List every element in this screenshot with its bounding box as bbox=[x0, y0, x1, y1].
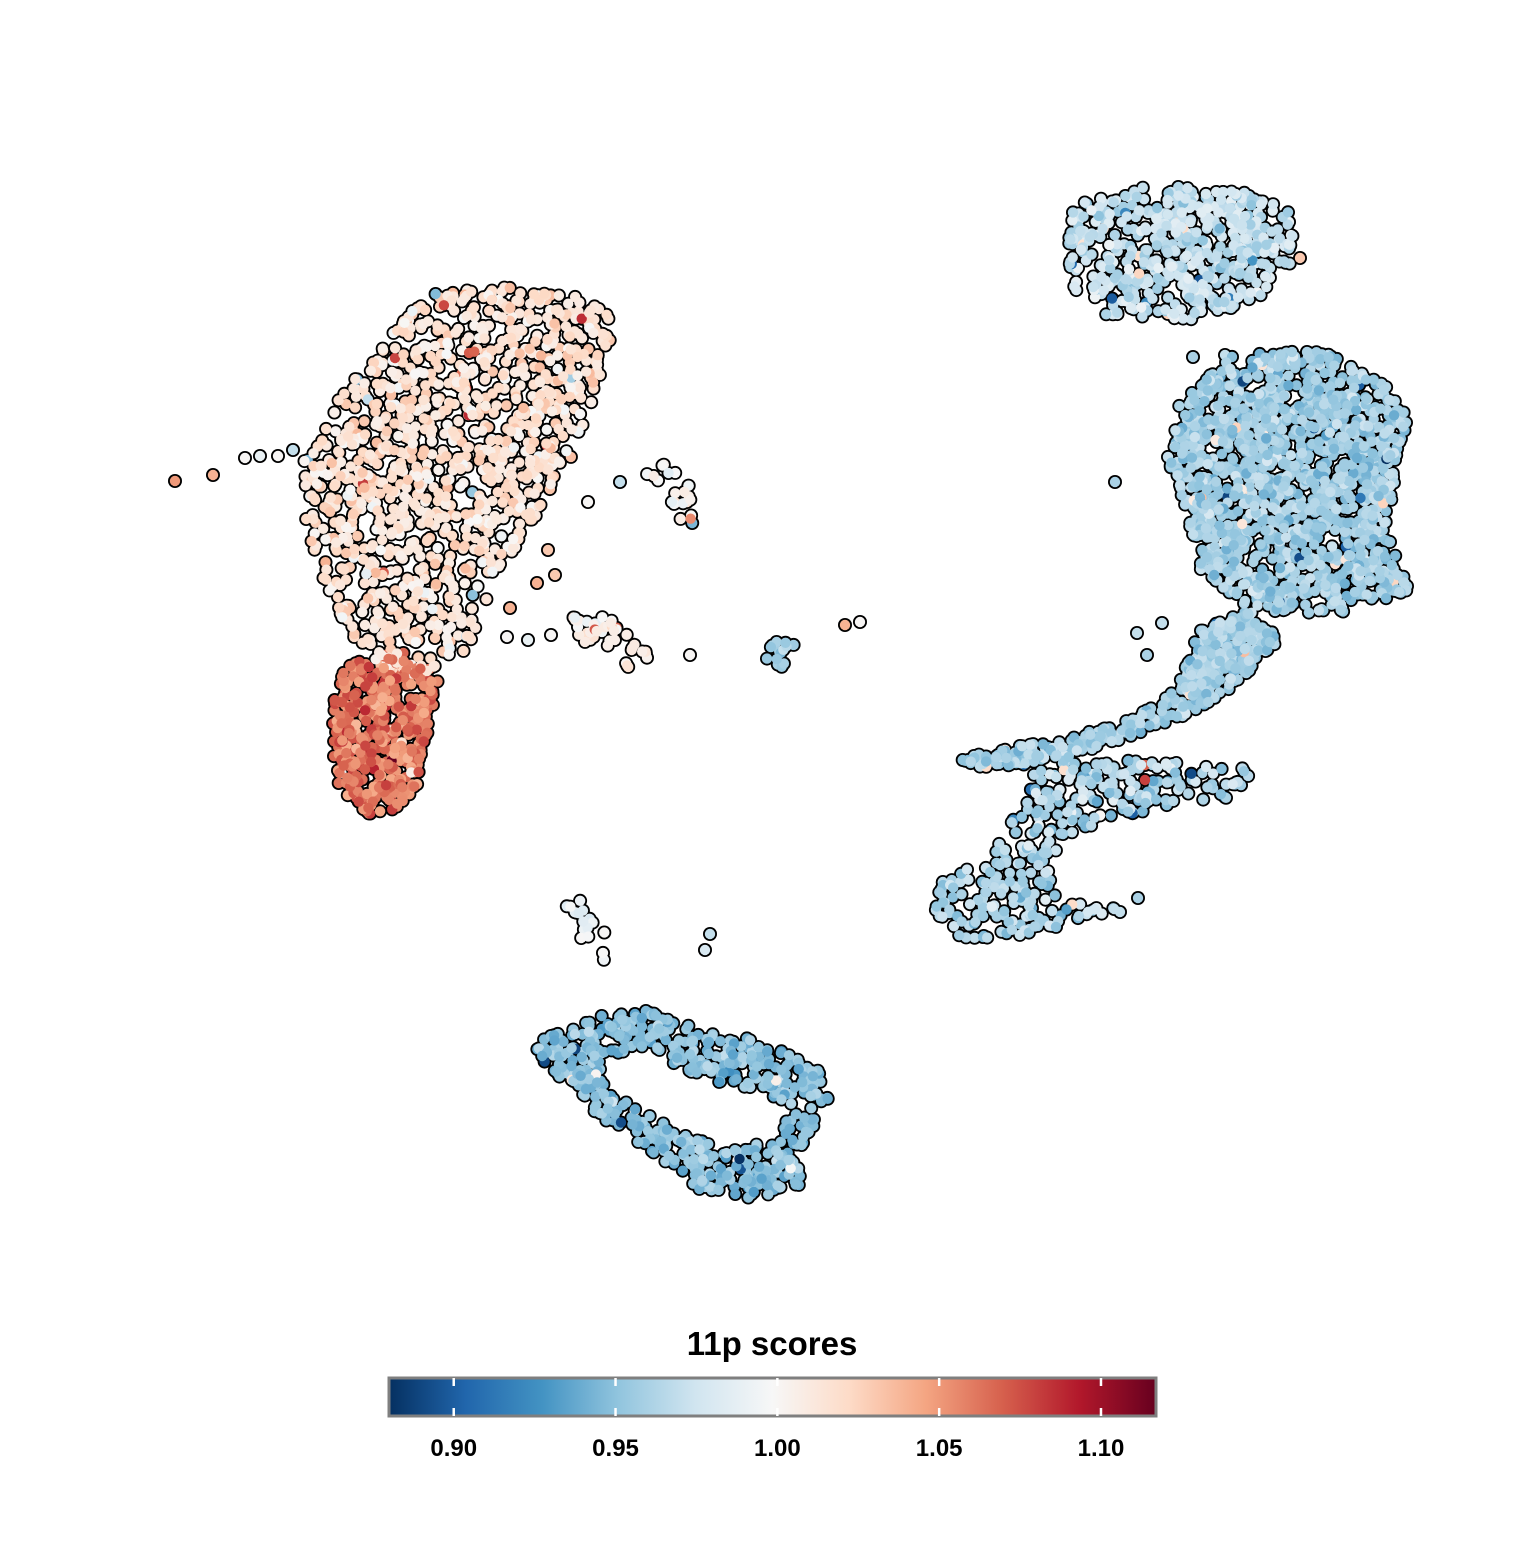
scatter-point bbox=[1380, 506, 1392, 517]
scatter-point bbox=[586, 397, 597, 408]
points-fill-layer bbox=[169, 181, 1413, 1203]
